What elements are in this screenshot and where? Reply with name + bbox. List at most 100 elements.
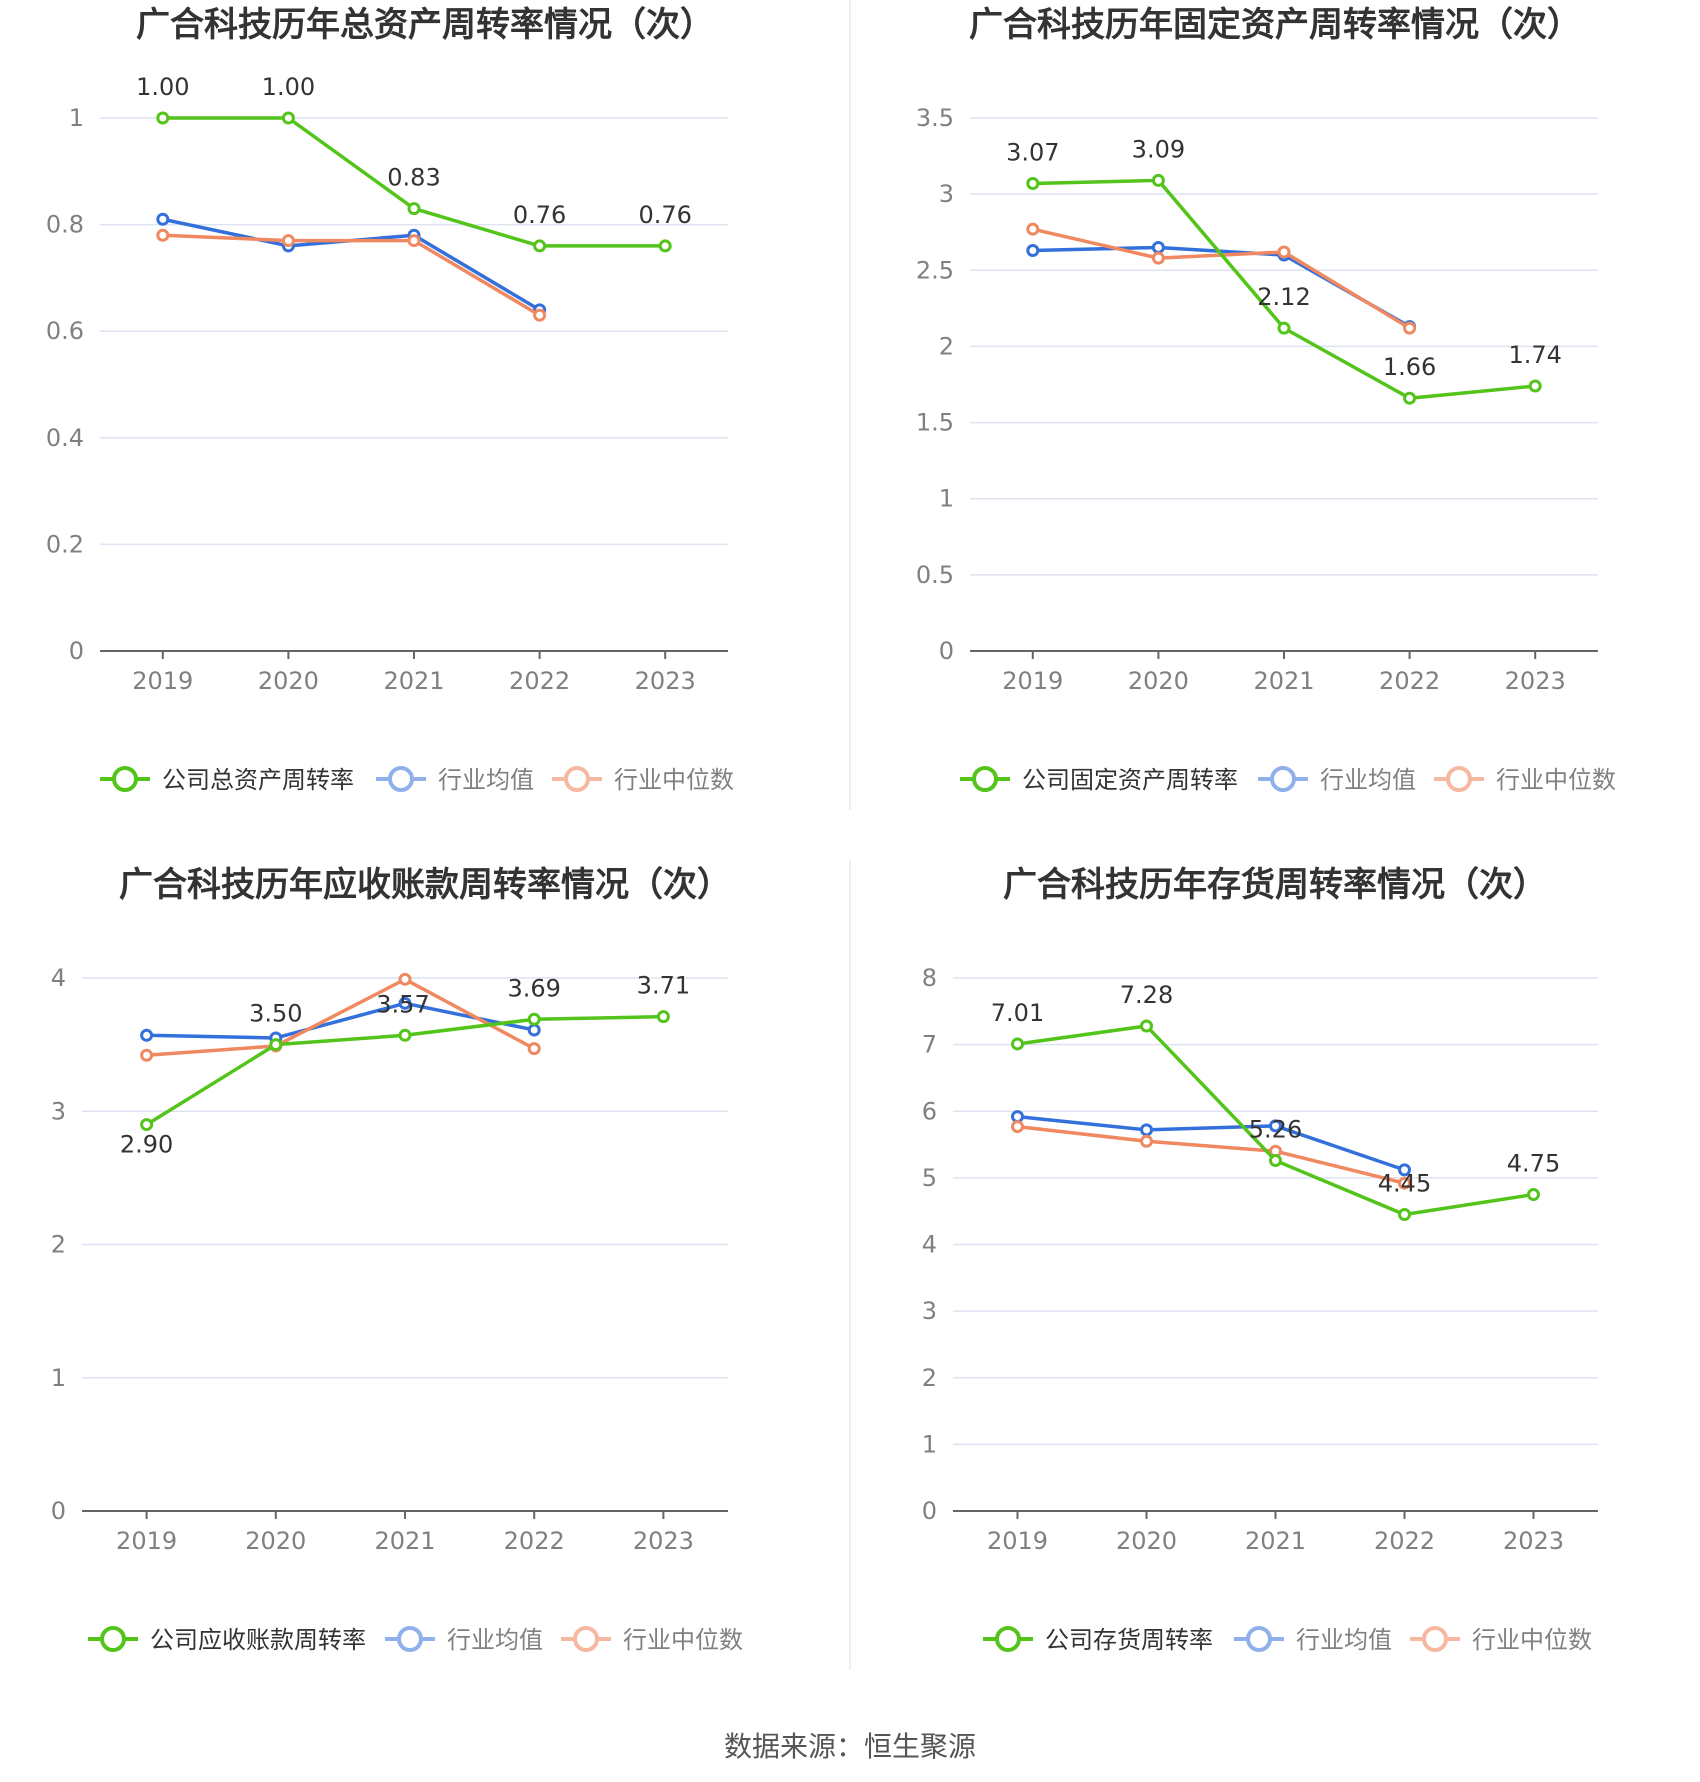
data-point bbox=[1269, 1119, 1282, 1133]
data-label: 4.45 bbox=[1378, 1170, 1431, 1198]
y-tick-label: 1.5 bbox=[916, 409, 954, 437]
data-point bbox=[407, 234, 421, 248]
x-tick-label: 2023 bbox=[633, 1527, 694, 1555]
series-line bbox=[1032, 245, 1411, 329]
data-point bbox=[281, 234, 295, 248]
x-tick-label: 2019 bbox=[987, 1527, 1048, 1555]
x-tick-label: 2023 bbox=[1503, 1527, 1564, 1555]
legend-label: 行业均值 bbox=[438, 766, 534, 794]
legend-swatch-marker bbox=[995, 1626, 1021, 1652]
legend-swatch-marker bbox=[112, 766, 138, 792]
x-tick-label: 2023 bbox=[1505, 667, 1566, 695]
chart-svg: 广合科技历年固定资产周转率情况（次） 0 0.5 1 1.5 2 2.5 3 3.5 2019 20… bbox=[916, 5, 1616, 794]
chart-svg: 广合科技历年应收账款周转率情况（次） 0 1 2 3 4 2019 2020 2021 2022 2… bbox=[51, 865, 743, 1654]
y-tick-label: 1 bbox=[939, 485, 954, 513]
series-line bbox=[146, 977, 536, 1058]
series-line bbox=[162, 217, 541, 312]
x-tick-label: 2020 bbox=[1128, 667, 1189, 695]
legend-swatch-marker bbox=[100, 1626, 126, 1652]
x-tick-label: 2021 bbox=[1253, 667, 1314, 695]
y-tick-label: 5 bbox=[922, 1164, 937, 1192]
data-label: 3.09 bbox=[1132, 135, 1185, 163]
data-label: 1.00 bbox=[136, 73, 189, 101]
data-source-note: 数据来源：恒生聚源 bbox=[723, 1730, 976, 1763]
x-tick-label: 2021 bbox=[374, 1527, 435, 1555]
data-point bbox=[1403, 391, 1417, 405]
y-tick-label: 0 bbox=[51, 1497, 66, 1525]
data-point bbox=[533, 239, 547, 253]
panel-divider-bottom bbox=[849, 860, 851, 1670]
legend-label: 行业中位数 bbox=[614, 766, 734, 794]
x-tick-label: 2020 bbox=[1116, 1527, 1177, 1555]
y-tick-label: 0.2 bbox=[46, 530, 84, 558]
data-point bbox=[1140, 1019, 1153, 1033]
data-point bbox=[140, 1118, 154, 1132]
data-point bbox=[1026, 176, 1040, 190]
legend-swatch-marker bbox=[1446, 766, 1472, 792]
data-point bbox=[658, 239, 672, 253]
legend-swatch-marker bbox=[1422, 1626, 1448, 1652]
data-point bbox=[1151, 240, 1165, 254]
legend-swatch-marker bbox=[397, 1626, 423, 1652]
y-tick-label: 6 bbox=[922, 1097, 937, 1125]
y-tick-label: 0 bbox=[922, 1497, 937, 1525]
series-line bbox=[162, 233, 541, 317]
chart-title: 广合科技历年存货周转率情况（次） bbox=[1003, 865, 1547, 905]
data-point bbox=[1528, 379, 1542, 393]
y-tick-label: 2.5 bbox=[916, 256, 954, 284]
data-label: 4.75 bbox=[1507, 1150, 1560, 1178]
data-point bbox=[156, 111, 170, 125]
chart-panel-total-asset-turnover: 广合科技历年总资产周转率情况（次） 0 0.2 0.4 0.6 0.8 1 2019 2020 2… bbox=[0, 0, 850, 860]
data-label: 2.90 bbox=[120, 1131, 173, 1159]
x-tick-label: 2019 bbox=[132, 667, 193, 695]
data-point bbox=[1011, 1120, 1024, 1134]
data-point bbox=[407, 202, 421, 216]
data-point bbox=[1269, 1154, 1282, 1168]
data-label: 3.71 bbox=[637, 972, 690, 1000]
y-tick-label: 7 bbox=[922, 1031, 937, 1059]
x-tick-label: 2022 bbox=[1374, 1527, 1435, 1555]
data-label: 1.66 bbox=[1383, 353, 1436, 381]
data-label: 7.28 bbox=[1120, 981, 1173, 1009]
y-tick-label: 0 bbox=[69, 637, 84, 665]
data-point bbox=[1026, 243, 1040, 257]
y-tick-label: 1 bbox=[51, 1364, 66, 1392]
legend-swatch-marker bbox=[388, 766, 414, 792]
y-tick-label: 2 bbox=[922, 1364, 937, 1392]
chart-panel-inventory-turnover: 广合科技历年存货周转率情况（次） 0 1 2 3 4 5 6 7 8 2019 2020 2021 202… bbox=[850, 860, 1700, 1720]
x-tick-label: 2019 bbox=[1002, 667, 1063, 695]
y-tick-label: 0.6 bbox=[46, 317, 84, 345]
data-point bbox=[1011, 1037, 1024, 1051]
data-point bbox=[398, 996, 412, 1010]
legend-label: 行业中位数 bbox=[1472, 1626, 1592, 1654]
data-label: 3.07 bbox=[1006, 138, 1059, 166]
y-tick-label: 8 bbox=[922, 964, 937, 992]
x-tick-label: 2023 bbox=[635, 667, 696, 695]
data-point bbox=[1398, 1163, 1411, 1177]
data-point bbox=[527, 1012, 541, 1026]
chart-panel-fixed-asset-turnover: 广合科技历年固定资产周转率情况（次） 0 0.5 1 1.5 2 2.5 3 3.5 2019 20… bbox=[850, 0, 1700, 860]
x-tick-label: 2022 bbox=[509, 667, 570, 695]
chart-title: 广合科技历年应收账款周转率情况（次） bbox=[119, 865, 731, 905]
chart-svg: 广合科技历年存货周转率情况（次） 0 1 2 3 4 5 6 7 8 2019 2020 2021 202… bbox=[922, 865, 1598, 1654]
y-tick-label: 0.4 bbox=[46, 424, 84, 452]
data-label: 0.76 bbox=[638, 201, 691, 229]
x-tick-label: 2022 bbox=[1379, 667, 1440, 695]
y-tick-label: 3 bbox=[939, 180, 954, 208]
legend-label: 行业中位数 bbox=[1496, 766, 1616, 794]
data-point bbox=[527, 1042, 541, 1056]
data-point bbox=[1398, 1176, 1411, 1190]
data-point bbox=[1151, 173, 1165, 187]
data-point bbox=[1151, 251, 1165, 265]
x-tick-label: 2020 bbox=[258, 667, 319, 695]
x-tick-label: 2020 bbox=[245, 1527, 306, 1555]
x-tick-label: 2021 bbox=[1245, 1527, 1306, 1555]
data-point bbox=[1277, 245, 1291, 259]
legend-label: 公司应收账款周转率 bbox=[150, 1626, 366, 1654]
series-line bbox=[146, 1001, 535, 1040]
y-tick-label: 2 bbox=[51, 1231, 66, 1259]
chart-title: 广合科技历年总资产周转率情况（次） bbox=[136, 5, 714, 45]
y-tick-label: 3 bbox=[922, 1297, 937, 1325]
data-point bbox=[281, 111, 295, 125]
data-point bbox=[1527, 1188, 1540, 1202]
